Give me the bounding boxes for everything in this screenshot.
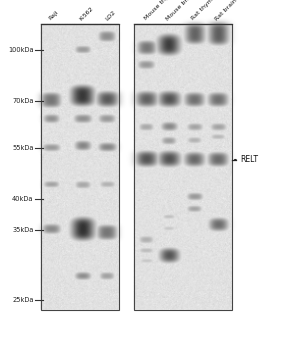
Text: 40kDa: 40kDa [12, 196, 34, 202]
Text: Rat thymus: Rat thymus [191, 0, 220, 21]
Bar [40, 24, 119, 310]
Text: 35kDa: 35kDa [12, 227, 34, 233]
Text: K-562: K-562 [79, 6, 95, 21]
Text: Raji: Raji [48, 10, 60, 21]
Text: 25kDa: 25kDa [12, 297, 34, 303]
Text: LO2: LO2 [104, 9, 116, 21]
Text: 70kDa: 70kDa [12, 98, 34, 104]
Text: 55kDa: 55kDa [12, 145, 34, 150]
Text: 100kDa: 100kDa [8, 47, 34, 53]
Text: Mouse brain: Mouse brain [166, 0, 196, 21]
Text: RELT: RELT [240, 155, 258, 164]
Bar [134, 24, 232, 310]
Text: Rat brain: Rat brain [214, 0, 238, 21]
Text: Mouse thymus: Mouse thymus [143, 0, 179, 21]
